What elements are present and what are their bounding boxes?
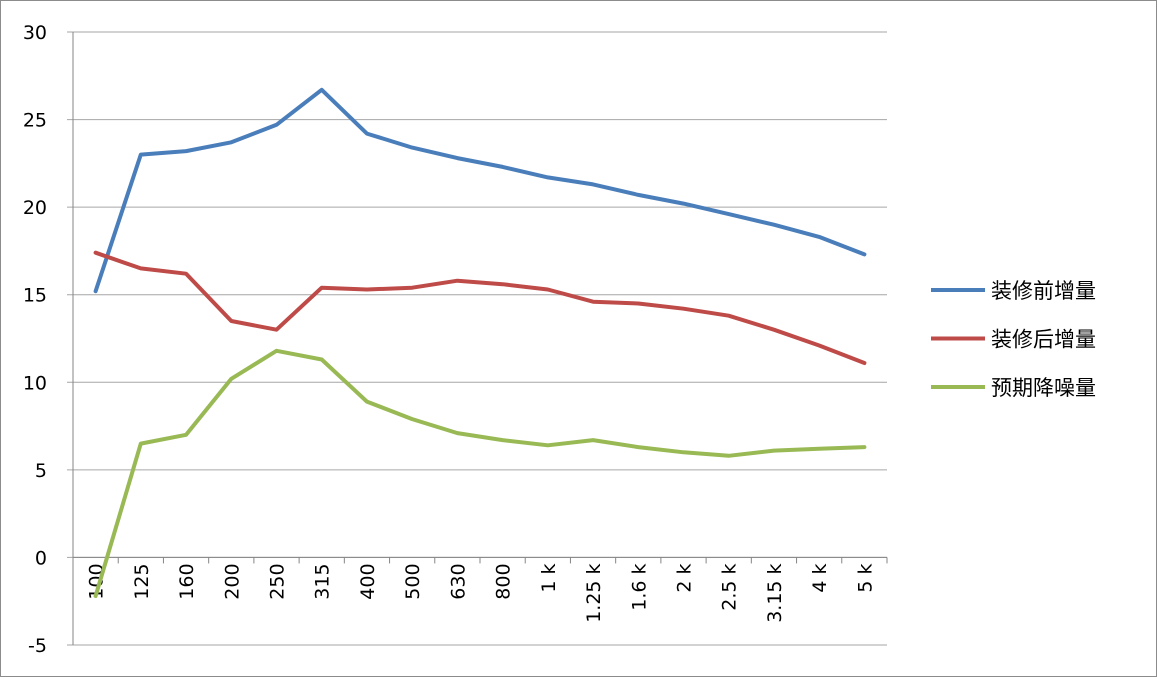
x-tick-label: 1.6 k <box>628 563 650 610</box>
x-tick-label: 250 <box>267 563 289 599</box>
x-tick-label: 5 k <box>854 563 876 592</box>
x-tick-label: 1 k <box>538 563 560 592</box>
x-tick-label: 4 k <box>809 563 831 592</box>
x-tick-label: 800 <box>493 563 515 599</box>
x-tick-label: 3.15 k <box>764 563 786 622</box>
y-tick-label: 0 <box>35 547 47 569</box>
y-tick-label: -5 <box>28 635 47 657</box>
x-tick-label: 2 k <box>674 563 696 592</box>
x-tick-label: 160 <box>176 563 198 599</box>
y-tick-label: 30 <box>23 22 47 44</box>
x-tick-label: 200 <box>221 563 243 599</box>
series-line-2 <box>96 253 865 363</box>
y-tick-label: 15 <box>23 285 47 307</box>
x-tick-label: 630 <box>447 563 469 599</box>
y-tick-label: 20 <box>23 197 47 219</box>
x-tick-label: 500 <box>402 563 424 599</box>
x-tick-label: 125 <box>131 563 153 599</box>
legend-label: 装修后增量 <box>991 328 1096 352</box>
y-tick-label: 25 <box>23 110 47 132</box>
x-tick-label: 315 <box>312 563 334 599</box>
x-tick-label: 400 <box>357 563 379 599</box>
legend-label: 装修前增量 <box>991 279 1096 303</box>
x-tick-label: 1.25 k <box>583 563 605 622</box>
x-tick-label: 2.5 k <box>719 563 741 610</box>
y-tick-label: 5 <box>35 460 47 482</box>
legend-label: 预期降噪量 <box>991 376 1096 400</box>
y-tick-label: 10 <box>23 372 47 394</box>
